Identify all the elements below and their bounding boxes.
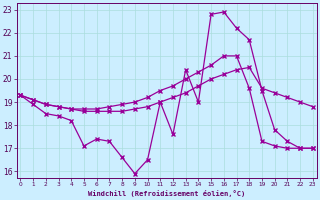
X-axis label: Windchill (Refroidissement éolien,°C): Windchill (Refroidissement éolien,°C) <box>88 190 245 197</box>
